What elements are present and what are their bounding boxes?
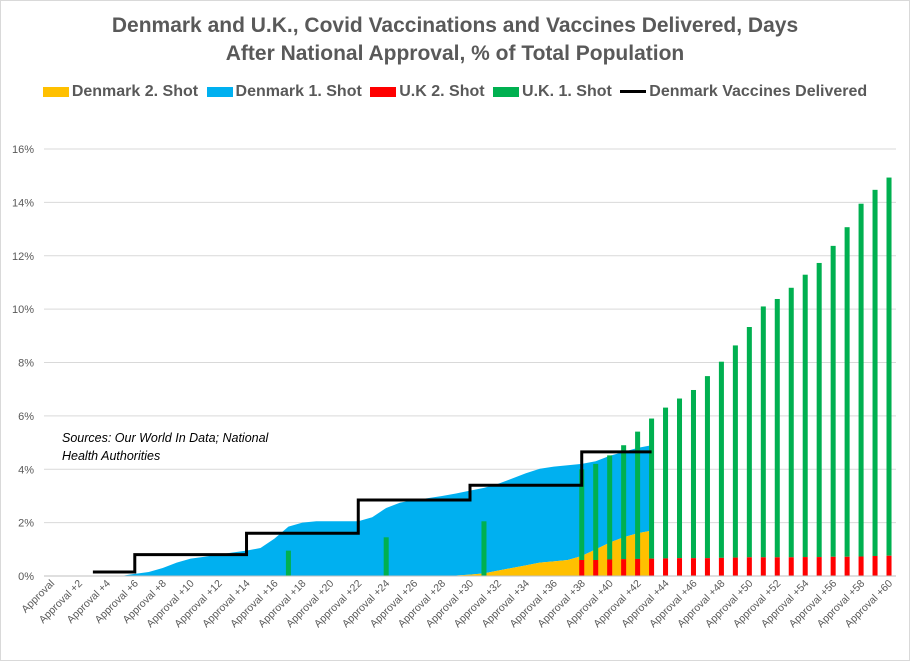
bar-uk-1-shot (607, 455, 613, 560)
bar-uk-2-shot (802, 557, 808, 576)
bar-uk-2-shot (676, 558, 683, 576)
bar-uk-2-shot (774, 557, 780, 576)
legend-label-uk-2-shot: U.K 2. Shot (399, 83, 485, 100)
legend-swatch-uk-1-shot (493, 86, 520, 97)
line-denmark-vaccines-delivered (92, 450, 652, 574)
bar-uk-1-shot (579, 469, 585, 560)
bar-uk-1-shot (732, 345, 738, 558)
bar-uk-2-shot (760, 557, 766, 576)
legend-item-denmark-1-shot: Denmark 1. Shot (206, 83, 362, 101)
bar-uk-1-shot (690, 389, 696, 559)
bar-uk-1-shot (621, 445, 627, 560)
y-tick-label: 8% (18, 358, 34, 370)
bar-uk-1-shot (886, 177, 892, 556)
y-tick-label: 4% (18, 464, 34, 476)
legend-swatch-denmark-vaccines-delivered (620, 90, 647, 94)
bar-uk-1-shot (383, 537, 389, 576)
y-tick-label: 14% (12, 197, 34, 209)
bar-uk-2-shot (593, 559, 599, 576)
bar-uk-2-shot (732, 557, 738, 576)
chart-title: Denmark and U.K., Covid Vaccinations and… (0, 12, 910, 68)
bar-uk-1-shot (858, 203, 864, 557)
legend-label-denmark-vaccines-delivered: Denmark Vaccines Delivered (649, 83, 868, 100)
bar-uk-1-shot (844, 227, 850, 557)
bar-uk-1-shot (774, 298, 780, 558)
bar-uk-1-shot (760, 306, 766, 558)
bar-uk-2-shot (718, 557, 724, 576)
bar-uk-2-shot (579, 559, 585, 576)
chart-legend: Denmark 2. Shot Denmark 1. Shot U.K 2. S… (0, 83, 910, 101)
chart-title-line-1: Denmark and U.K., Covid Vaccinations and… (111, 14, 799, 37)
legend-label-denmark-2-shot: Denmark 2. Shot (71, 83, 199, 100)
y-tick-label: 0% (18, 571, 34, 583)
source-annotation-line-1: Sources: Our World In Data; National (62, 431, 269, 445)
bar-uk-2-shot (690, 558, 696, 576)
bar-uk-2-shot (858, 556, 864, 576)
bar-uk-1-shot (663, 407, 669, 559)
legend-item-denmark-2-shot: Denmark 2. Shot (42, 83, 199, 101)
bar-uk-2-shot (746, 557, 752, 576)
bar-uk-2-shot (663, 558, 669, 576)
bar-uk-2-shot (816, 557, 822, 576)
bar-uk-1-shot (676, 398, 683, 559)
bar-uk-2-shot (886, 555, 892, 576)
legend-swatch-denmark-2-shot (42, 86, 69, 97)
bar-uk-2-shot (607, 559, 613, 576)
y-tick-label: 16% (12, 144, 34, 156)
area-denmark-2-shot (50, 530, 652, 576)
bar-uk-1-shot (649, 418, 655, 559)
bar-uk-1-shot (704, 376, 710, 559)
y-tick-label: 6% (18, 411, 34, 423)
y-tick-label: 2% (18, 518, 34, 530)
legend-item-denmark-vaccines-delivered: Denmark Vaccines Delivered (620, 83, 867, 101)
legend-item-uk-1-shot: U.K. 1. Shot (493, 83, 612, 101)
bar-uk-2-shot (830, 556, 836, 576)
y-tick-label: 12% (12, 251, 34, 263)
bar-uk-1-shot (830, 245, 836, 557)
bar-uk-2-shot (788, 557, 794, 576)
source-annotation-line-2: Health Authorities (62, 449, 161, 463)
legend-item-uk-2-shot: U.K 2. Shot (370, 83, 485, 101)
bar-uk-2-shot (872, 555, 878, 576)
bar-uk-1-shot (816, 262, 822, 558)
bar-uk-1-shot (802, 274, 808, 558)
bar-uk-2-shot (704, 558, 710, 576)
bar-uk-2-shot (844, 556, 850, 576)
y-tick-label: 10% (12, 304, 34, 316)
chart-title-line-2: After National Approval, % of Total Popu… (225, 42, 685, 65)
bar-uk-1-shot (746, 327, 752, 558)
legend-label-denmark-1-shot: Denmark 1. Shot (235, 83, 362, 100)
legend-label-uk-1-shot: U.K. 1. Shot (522, 83, 612, 100)
source-annotation: Sources: Our World In Data; National Hea… (62, 429, 302, 465)
bar-uk-1-shot (788, 287, 794, 558)
bar-uk-1-shot (481, 521, 487, 576)
bar-uk-1-shot (718, 361, 724, 558)
legend-swatch-denmark-1-shot (206, 86, 233, 97)
bar-uk-2-shot (649, 558, 655, 576)
bar-uk-1-shot (593, 463, 599, 560)
bar-uk-2-shot (621, 559, 627, 576)
bar-uk-2-shot (635, 558, 641, 576)
area-denmark-1-shot (50, 445, 652, 576)
bar-uk-1-shot (635, 431, 641, 559)
legend-swatch-uk-2-shot (370, 86, 397, 97)
bar-uk-1-shot (872, 189, 878, 556)
bar-uk-1-shot (285, 550, 291, 576)
